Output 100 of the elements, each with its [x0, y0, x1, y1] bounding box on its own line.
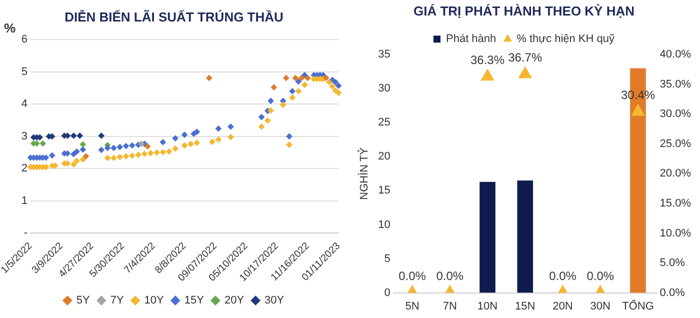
y2-tick-label: 30.0% — [660, 108, 692, 120]
point — [122, 153, 130, 160]
y-tick-label: 15 — [378, 184, 390, 197]
point — [286, 142, 292, 148]
y-tick-label: 25 — [378, 116, 390, 129]
y-tick-label: - — [24, 227, 28, 240]
bar — [480, 182, 496, 293]
chart-title: DIỄN BIẾN LÃI SUẤT TRÚNG THẦU — [64, 9, 284, 24]
point — [194, 128, 200, 136]
x-tick-label: 7N — [442, 300, 457, 312]
point — [116, 154, 124, 160]
y-tick-label: 5 — [21, 66, 28, 78]
y-tick-label: 35 — [378, 48, 390, 61]
point — [160, 138, 166, 146]
point — [172, 145, 178, 152]
point — [70, 132, 77, 139]
point — [286, 133, 292, 140]
y-axis-title: % — [4, 20, 16, 36]
point — [138, 140, 145, 147]
point — [282, 74, 290, 82]
point — [160, 148, 166, 156]
point — [298, 74, 305, 82]
y2-tick-label: 25.0% — [660, 138, 692, 150]
y-tick-label: 4 — [21, 98, 28, 110]
y-tick-label: 6 — [21, 34, 28, 46]
point — [228, 123, 234, 130]
point — [110, 144, 117, 152]
point — [70, 161, 77, 168]
legend-label: % thực hiện KH quỹ — [516, 33, 616, 46]
point — [329, 83, 336, 90]
y-tick-label: 10 — [378, 218, 390, 231]
point — [82, 153, 90, 160]
point — [301, 82, 308, 88]
x-tick-label: 20N — [552, 300, 573, 312]
point — [289, 94, 296, 101]
data-label: 0.0% — [398, 269, 426, 284]
x-tick-label: 15N — [515, 300, 536, 312]
y2-tick-label: 0.0% — [660, 286, 686, 299]
point — [122, 142, 130, 150]
point — [80, 141, 86, 148]
y2-tick-label: 5.0% — [660, 257, 686, 270]
point — [258, 123, 265, 130]
point — [40, 140, 46, 147]
legend-label: 20Y — [224, 294, 245, 307]
point — [80, 146, 86, 153]
y-tick-label: 0 — [384, 286, 390, 299]
point — [209, 138, 216, 146]
point — [194, 140, 200, 146]
point — [144, 143, 151, 150]
y-axis-title: NGHÌN TỶ — [358, 146, 371, 200]
point — [206, 74, 212, 82]
data-label: 0.0% — [549, 269, 577, 284]
x-tick-label: TỔNG — [622, 299, 654, 312]
point — [172, 135, 178, 142]
point — [215, 125, 222, 132]
y2-tick-label: 35.0% — [660, 78, 692, 90]
point — [128, 142, 136, 149]
legend-label: 5Y — [76, 294, 91, 307]
legend-label: Phát hành — [446, 33, 496, 46]
point — [76, 132, 84, 139]
point — [270, 84, 278, 91]
point — [110, 154, 117, 162]
legend-label: 15Y — [184, 294, 205, 307]
point — [116, 144, 124, 150]
legend-label: 30Y — [264, 294, 285, 307]
y2-tick-label: 10.0% — [660, 227, 692, 240]
point — [147, 150, 154, 156]
point — [48, 152, 56, 159]
point — [295, 78, 302, 85]
point — [292, 74, 299, 82]
point — [74, 158, 80, 164]
point — [187, 140, 194, 148]
point — [181, 142, 188, 149]
x-tick-label: 10N — [477, 300, 498, 312]
point — [332, 78, 339, 86]
point — [264, 117, 271, 124]
y-tick-label: 20 — [378, 150, 390, 163]
point — [98, 146, 105, 154]
point — [135, 152, 142, 158]
point — [104, 154, 111, 162]
x-tick-label: 5N — [405, 300, 420, 312]
data-label: 36.3% — [470, 52, 505, 67]
chart-title: GIÁ TRỊ PHÁT HÀNH THEO KỲ HẠN — [414, 3, 634, 18]
legend-label: 10Y — [144, 294, 165, 307]
point — [268, 98, 274, 104]
legend-label: 7Y — [110, 294, 124, 307]
y-tick-label: 1 — [21, 194, 28, 207]
point — [215, 136, 222, 143]
point — [98, 132, 105, 139]
point — [154, 149, 160, 156]
y-tick-label: 5 — [384, 252, 390, 265]
point — [104, 144, 111, 152]
point — [166, 148, 172, 155]
point — [258, 114, 265, 120]
bar — [517, 180, 534, 293]
y2-tick-label: 40.0% — [660, 48, 692, 61]
point — [80, 156, 86, 163]
point — [268, 107, 274, 114]
data-label: 36.7% — [508, 50, 542, 65]
y2-tick-label: 20.0% — [660, 168, 692, 180]
